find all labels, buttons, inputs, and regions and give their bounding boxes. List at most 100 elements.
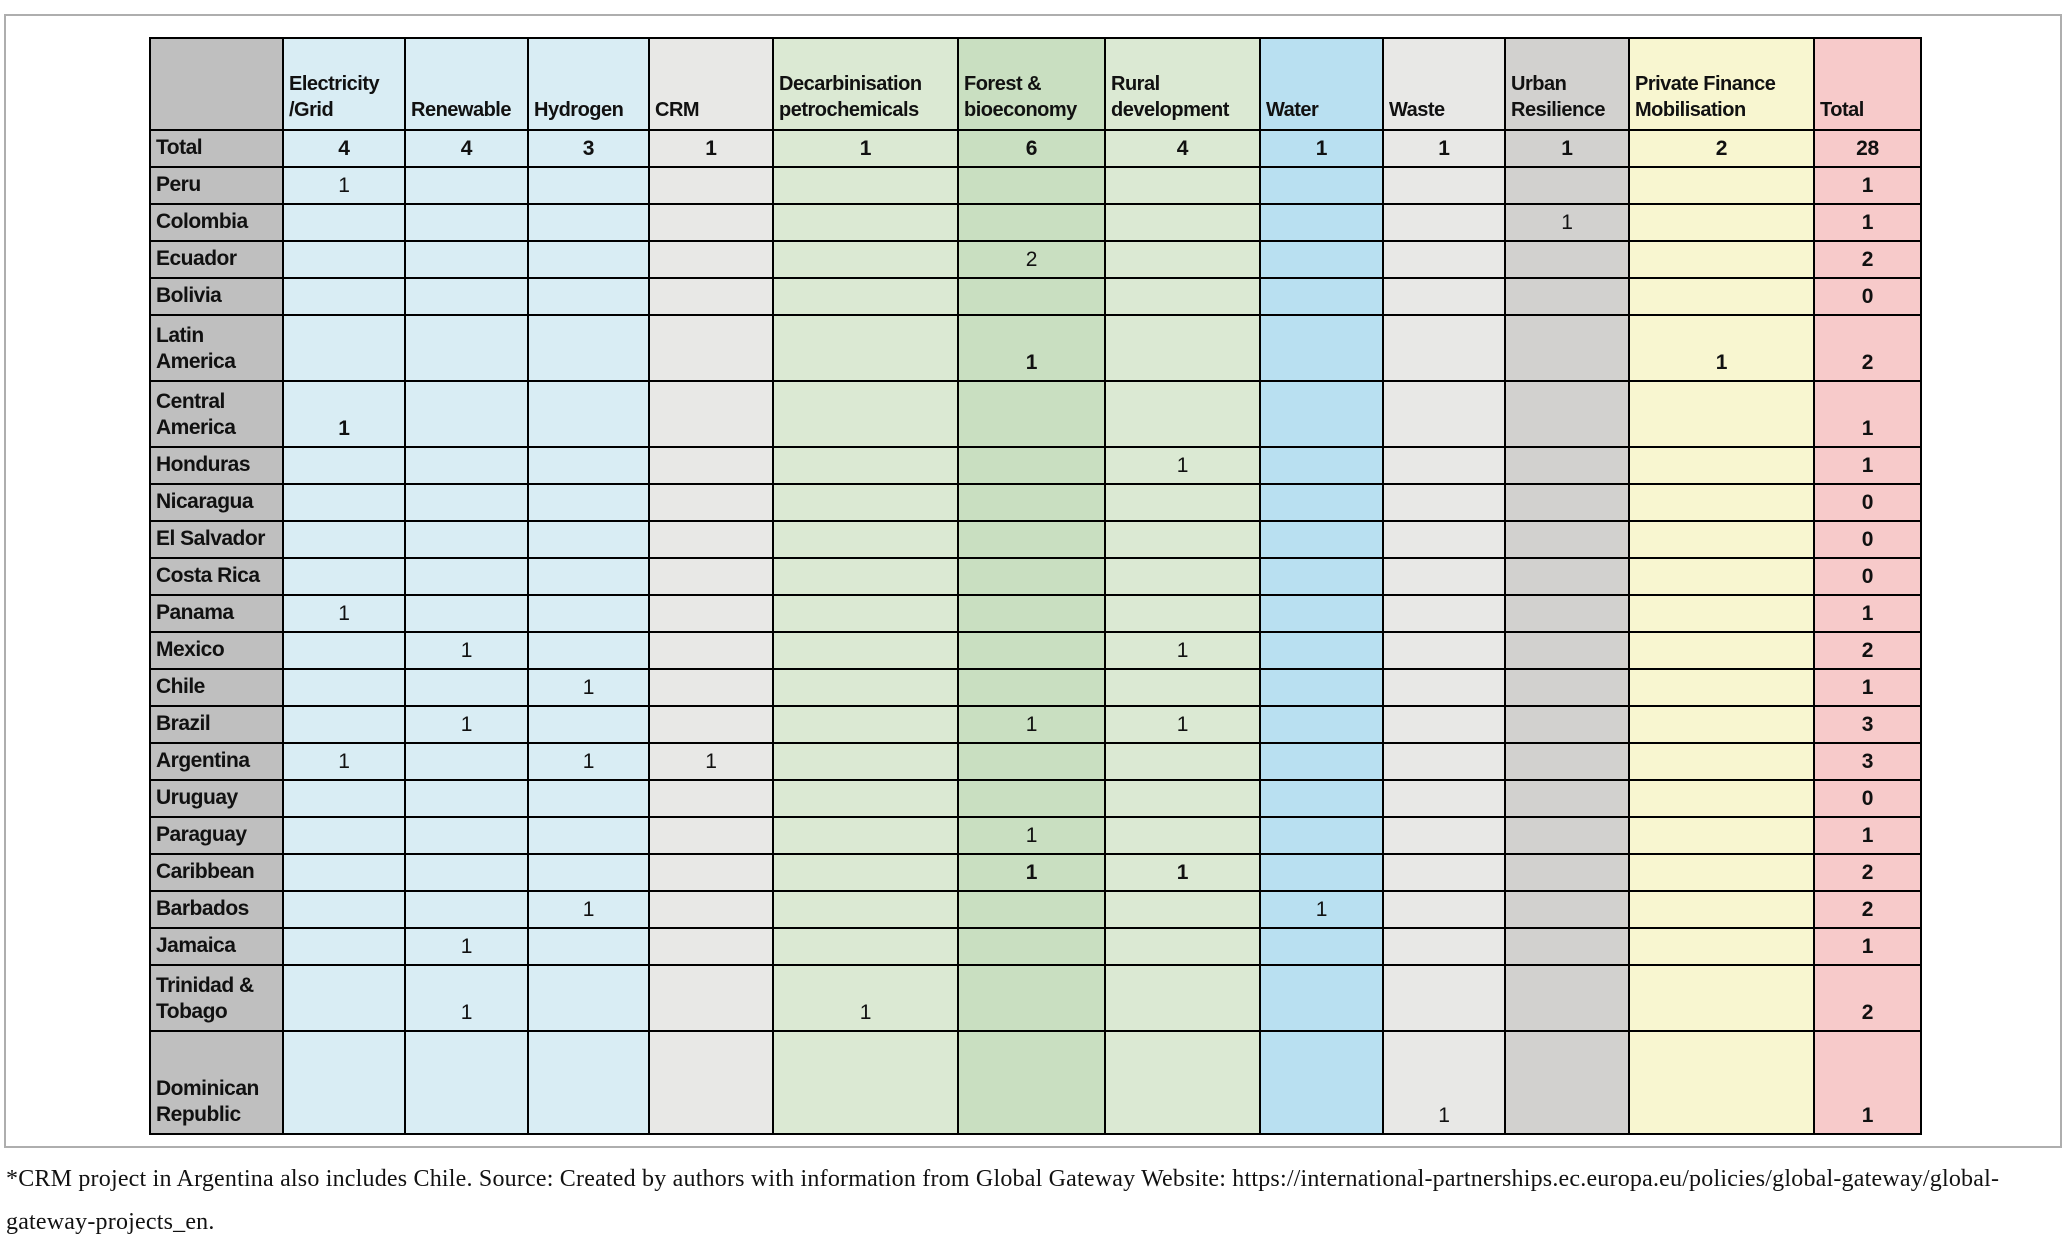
value-cell: 1 (1813, 380, 1922, 448)
value-cell (282, 240, 406, 279)
value-cell (527, 483, 650, 522)
value-cell (404, 240, 529, 279)
value-cell: 6 (957, 129, 1106, 168)
row-label: Honduras (149, 446, 284, 485)
value-cell: 1 (1813, 203, 1922, 242)
row-label: Argentina (149, 742, 284, 781)
row-label: Panama (149, 594, 284, 633)
value-cell (772, 668, 959, 707)
value-cell (957, 779, 1106, 818)
value-cell (282, 779, 406, 818)
value-cell (772, 779, 959, 818)
column-header: Electricity /Grid (282, 37, 406, 131)
value-cell (1504, 779, 1630, 818)
row-label: Caribbean (149, 853, 284, 892)
table-row: El Salvador 0 (149, 520, 1922, 559)
value-cell (648, 631, 774, 670)
value-cell (1382, 520, 1506, 559)
value-cell (772, 166, 959, 205)
value-cell (282, 277, 406, 316)
value-cell (282, 557, 406, 596)
value-cell: 4 (1104, 129, 1261, 168)
value-cell: 1 (1382, 1030, 1506, 1135)
value-cell (1259, 446, 1384, 485)
value-cell (772, 380, 959, 448)
value-cell (772, 594, 959, 633)
value-cell: 1 (527, 890, 650, 929)
value-cell (1504, 166, 1630, 205)
value-cell (1504, 446, 1630, 485)
value-cell (404, 594, 529, 633)
value-cell (1628, 1030, 1815, 1135)
value-cell (404, 779, 529, 818)
value-cell (282, 446, 406, 485)
column-header: Hydrogen (527, 37, 650, 131)
value-cell (648, 816, 774, 855)
table-row: Brazil 1 1 1 3 (149, 705, 1922, 744)
row-label: Jamaica (149, 927, 284, 966)
value-cell: 28 (1813, 129, 1922, 168)
value-cell: 1 (1628, 314, 1815, 382)
value-cell (1104, 816, 1261, 855)
row-label: Trinidad & Tobago (149, 964, 284, 1032)
value-cell (1382, 816, 1506, 855)
value-cell (1628, 166, 1815, 205)
table-row: Jamaica 1 1 (149, 927, 1922, 966)
value-cell: 1 (1813, 166, 1922, 205)
value-cell (1628, 277, 1815, 316)
value-cell (648, 557, 774, 596)
value-cell: 1 (1504, 129, 1630, 168)
value-cell (527, 277, 650, 316)
value-cell (648, 890, 774, 929)
column-header: Water (1259, 37, 1384, 131)
row-label: Dominican Republic (149, 1030, 284, 1135)
value-cell (1104, 1030, 1261, 1135)
table-row: Peru 1 1 (149, 166, 1922, 205)
value-cell (1382, 927, 1506, 966)
table-row: Bolivia 0 (149, 277, 1922, 316)
value-cell (527, 853, 650, 892)
value-cell (1104, 380, 1261, 448)
value-cell (527, 631, 650, 670)
value-cell (527, 240, 650, 279)
value-cell (957, 964, 1106, 1032)
value-cell (957, 890, 1106, 929)
value-cell (527, 705, 650, 744)
value-cell (1628, 779, 1815, 818)
value-cell (1104, 166, 1261, 205)
value-cell (648, 166, 774, 205)
value-cell (1259, 166, 1384, 205)
value-cell (1628, 594, 1815, 633)
table-row: Costa Rica 0 (149, 557, 1922, 596)
value-cell (1628, 705, 1815, 744)
table-row: Honduras 1 1 (149, 446, 1922, 485)
value-cell (772, 446, 959, 485)
table-row: Total 4 4 3 1 1 6 4 1 1 1 2 28 (149, 129, 1922, 168)
value-cell (1504, 890, 1630, 929)
value-cell (282, 668, 406, 707)
value-cell (1259, 380, 1384, 448)
value-cell (1382, 277, 1506, 316)
value-cell (957, 166, 1106, 205)
value-cell: 1 (282, 594, 406, 633)
value-cell (1382, 890, 1506, 929)
projects-by-country-table: Electricity /Grid Renewable Hydrogen CRM Dec… (149, 37, 1922, 1135)
value-cell (1628, 853, 1815, 892)
value-cell (772, 816, 959, 855)
value-cell: 1 (1104, 853, 1261, 892)
value-cell (1382, 446, 1506, 485)
value-cell (1259, 594, 1384, 633)
value-cell: 2 (1628, 129, 1815, 168)
value-cell (1504, 853, 1630, 892)
value-cell (1628, 927, 1815, 966)
value-cell (1382, 380, 1506, 448)
value-cell: 1 (957, 816, 1106, 855)
value-cell (1628, 742, 1815, 781)
column-header: CRM (648, 37, 774, 131)
value-cell (1259, 277, 1384, 316)
value-cell (1504, 277, 1630, 316)
value-cell (404, 816, 529, 855)
value-cell (772, 203, 959, 242)
value-cell (1382, 742, 1506, 781)
value-cell (1504, 1030, 1630, 1135)
